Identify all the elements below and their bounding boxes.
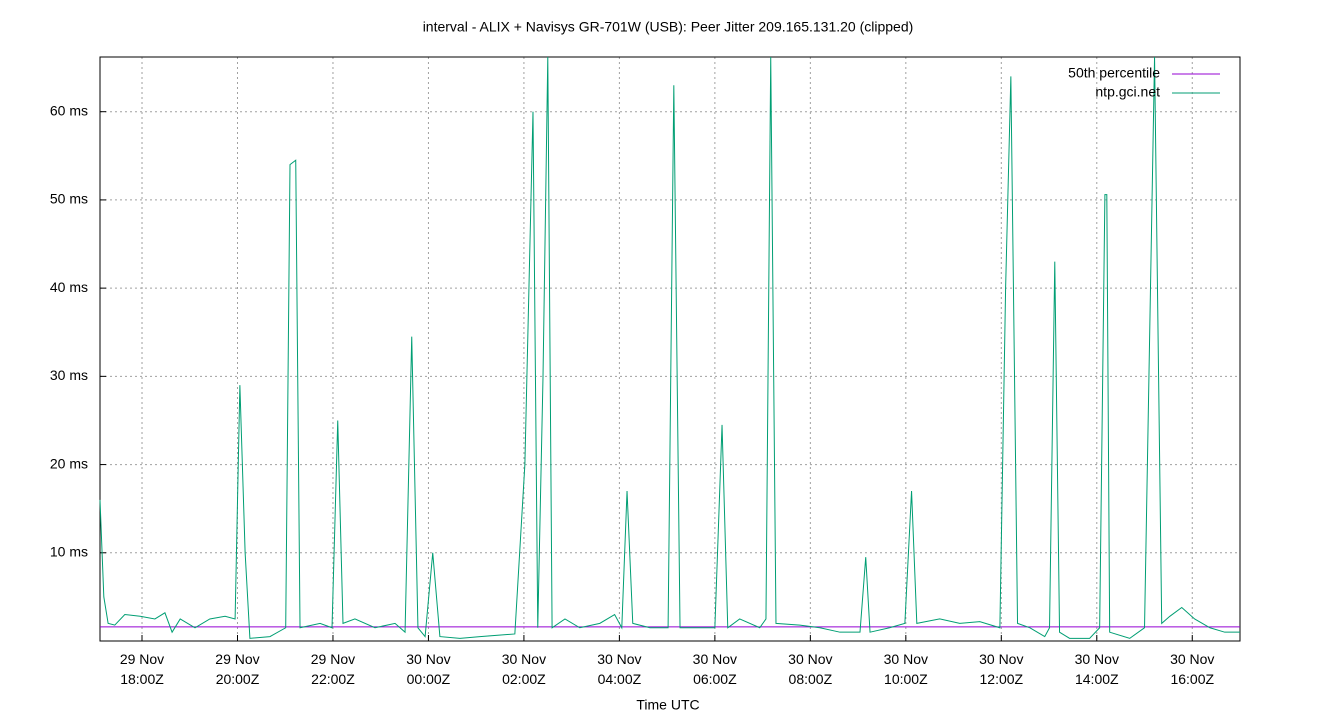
x-tick-label: 30 Nov 16:00Z <box>1170 651 1215 687</box>
plot-frame <box>99 56 1241 642</box>
y-tick-label: 60 ms <box>50 102 88 118</box>
y-tick-label: 10 ms <box>50 543 88 559</box>
legend-label: ntp.gci.net <box>1095 84 1160 100</box>
y-tick-label: 30 ms <box>50 367 88 383</box>
legend-label: 50th percentile <box>1068 65 1160 81</box>
x-axis-label: Time UTC <box>636 697 699 713</box>
x-tick-label: 30 Nov 10:00Z <box>883 651 928 687</box>
x-tick-label: 30 Nov 08:00Z <box>788 651 833 687</box>
y-tick-label: 40 ms <box>50 279 88 295</box>
line-series <box>99 56 1240 639</box>
y-tick-label: 20 ms <box>50 455 88 471</box>
x-tick-label: 30 Nov 06:00Z <box>692 651 738 687</box>
x-tick-label: 30 Nov 12:00Z <box>979 651 1024 687</box>
chart-title: interval - ALIX + Navisys GR-701W (USB):… <box>423 19 914 35</box>
x-tick-label: 30 Nov 00:00Z <box>406 651 451 687</box>
x-tick-label: 30 Nov 02:00Z <box>501 651 547 687</box>
x-tick-label: 30 Nov 04:00Z <box>597 651 642 687</box>
x-tick-label: 30 Nov 14:00Z <box>1074 651 1119 687</box>
x-tick-label: 29 Nov 22:00Z <box>310 651 356 687</box>
y-tick-label: 50 ms <box>50 191 88 207</box>
x-tick-label: 29 Nov 20:00Z <box>215 651 260 687</box>
x-tick-label: 29 Nov 18:00Z <box>119 651 165 687</box>
